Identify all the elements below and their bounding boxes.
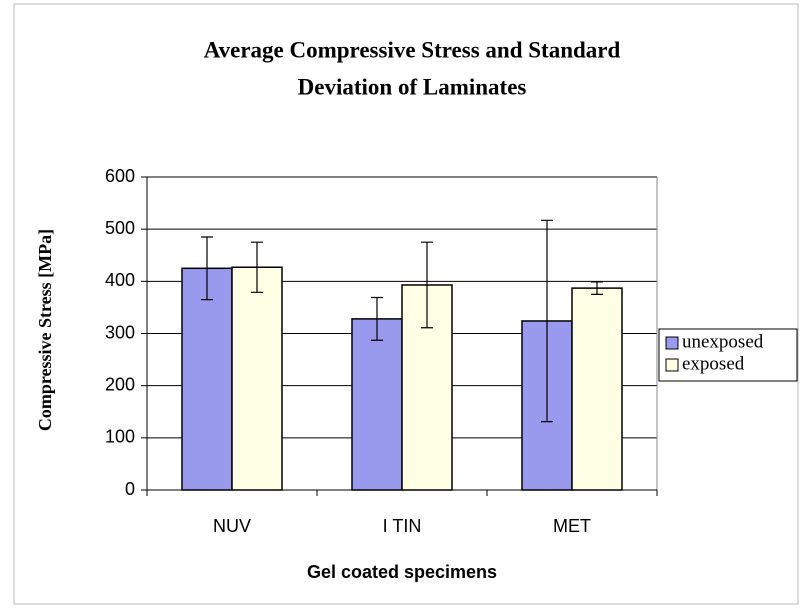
bar (351, 318, 403, 491)
x-tick-label: NUV (213, 516, 251, 536)
x-tick-label: MET (553, 516, 591, 536)
legend-label: exposed (682, 353, 745, 374)
legend-box (658, 328, 798, 382)
error-bar (541, 219, 553, 423)
y-tick-label: 600 (105, 166, 135, 186)
chart-title: Average Compressive Stress and Standard (204, 37, 621, 62)
x-axis-label: Gel coated specimens (307, 562, 497, 582)
legend-swatch (665, 358, 679, 372)
y-tick-label: 500 (105, 218, 135, 238)
error-bar (421, 241, 433, 329)
bar (571, 287, 623, 491)
error-bar (371, 296, 383, 341)
chart-title: Deviation of Laminates (298, 74, 527, 99)
legend-label: unexposed (682, 331, 764, 352)
y-tick-label: 400 (105, 270, 135, 290)
x-tick-label: I TIN (383, 516, 422, 536)
error-bar (591, 281, 603, 295)
error-bar (251, 241, 263, 293)
y-tick-label: 300 (105, 322, 135, 342)
y-axis-label: Compressive Stress [MPa] (35, 229, 55, 431)
y-tick-label: 200 (105, 374, 135, 394)
bar (231, 266, 283, 491)
bar (181, 267, 233, 491)
legend-swatch (665, 336, 679, 350)
y-tick-label: 0 (125, 479, 135, 499)
error-bar (201, 236, 213, 301)
y-tick-label: 100 (105, 427, 135, 447)
